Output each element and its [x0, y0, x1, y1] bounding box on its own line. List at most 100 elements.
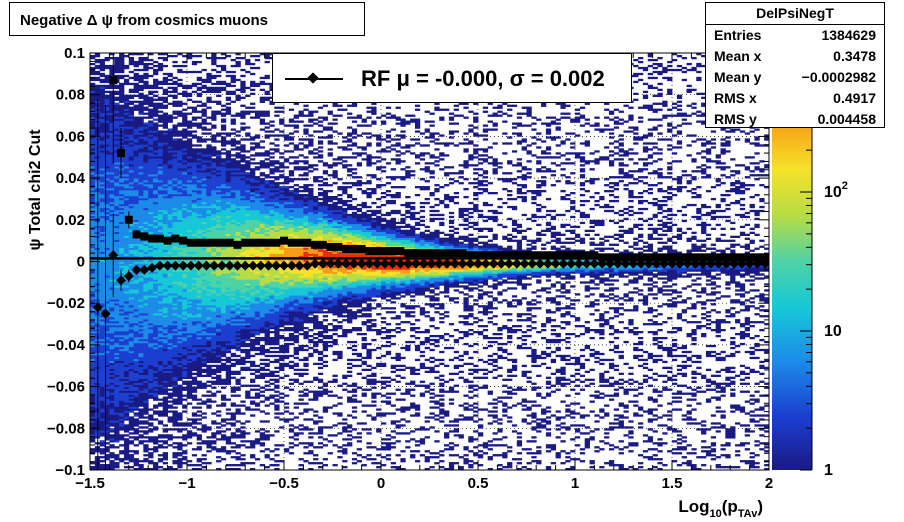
heatmap-cell [109, 299, 115, 302]
heatmap-cell [196, 253, 202, 256]
heatmap-cell [114, 241, 120, 244]
heatmap-cell [220, 438, 227, 441]
heatmap-cell [109, 235, 115, 238]
heatmap-cell [162, 140, 168, 143]
heatmap-cell [90, 245, 96, 248]
heatmap-cell [216, 301, 222, 304]
heatmap-cell [206, 168, 212, 171]
heatmap-cell [172, 225, 178, 229]
heatmap-cell [177, 430, 183, 433]
heatmap-cell [187, 418, 193, 421]
heatmap-cell [114, 130, 120, 133]
heatmap-cell [187, 402, 193, 405]
heatmap-cell [133, 64, 139, 68]
heatmap-cell [104, 172, 110, 175]
heatmap-cell [143, 289, 149, 292]
heatmap-cell [114, 422, 120, 425]
heatmap-cell [128, 408, 135, 411]
heatmap-cell [104, 205, 110, 209]
heatmap-cell [143, 160, 149, 163]
heatmap-cell [167, 392, 173, 395]
heatmap-cell [216, 346, 222, 350]
heatmap-cell [90, 309, 96, 312]
heatmap-cell [201, 307, 207, 310]
heatmap-cell [109, 203, 115, 207]
heatmap-cell [143, 217, 149, 221]
heatmap-cell [109, 440, 115, 443]
heatmap-cell [157, 362, 164, 366]
heatmap-cell [182, 291, 188, 294]
heatmap-cell [99, 346, 105, 350]
heatmap-cell [182, 372, 188, 375]
heatmap-cell [138, 221, 144, 225]
heatmap-cell [133, 297, 139, 300]
heatmap-cell [211, 110, 217, 113]
heatmap-cell [133, 195, 139, 199]
heatmap-cell [172, 358, 178, 362]
heatmap-cell [99, 334, 105, 338]
heatmap-cell [153, 344, 159, 348]
heatmap-cell [128, 106, 135, 109]
heatmap-cell [138, 253, 144, 256]
heatmap-cell [187, 305, 193, 308]
heatmap-cell [104, 338, 110, 342]
heatmap-cell [109, 452, 115, 455]
heatmap-cell [114, 170, 120, 173]
heatmap-cell [167, 277, 173, 280]
heatmap-cell [220, 313, 227, 316]
heatmap-cell [162, 144, 168, 147]
heatmap-cell [211, 227, 217, 231]
heatmap-cell [109, 277, 115, 280]
heatmap-cell [177, 311, 183, 314]
heatmap-cell [220, 271, 227, 274]
heatmap-cell [191, 195, 198, 199]
heatmap-cell [225, 342, 232, 346]
heatmap-cell [148, 315, 154, 318]
heatmap-cell [148, 354, 154, 358]
heatmap-cell [109, 92, 115, 95]
heatmap-cell [109, 110, 115, 113]
heatmap-cell [153, 82, 159, 86]
heatmap-cell [104, 325, 110, 328]
heatmap-cell [196, 332, 202, 336]
heatmap-cell [123, 388, 130, 391]
heatmap-cell [133, 154, 139, 157]
heatmap-cell [153, 301, 159, 304]
heatmap-cell [123, 130, 130, 133]
heatmap-cell [157, 168, 164, 171]
heatmap-cell [177, 100, 183, 103]
heatmap-cell [114, 273, 120, 276]
heatmap-cell [162, 136, 168, 139]
heatmap-cell [99, 267, 105, 270]
heatmap-cell [177, 329, 183, 332]
heatmap-cell [191, 162, 198, 165]
heatmap-cell [220, 346, 227, 350]
heatmap-cell [138, 80, 144, 84]
heatmap-cell [220, 332, 227, 336]
heatmap-cell [153, 368, 159, 372]
heatmap-cell [187, 360, 193, 364]
heatmap-cell [123, 195, 130, 199]
heatmap-cell [216, 364, 222, 368]
heatmap-cell [153, 138, 159, 141]
heatmap-cell [182, 283, 188, 286]
heatmap-cell [191, 82, 198, 86]
heatmap-cell [114, 148, 120, 151]
heatmap-cell [206, 440, 212, 443]
heatmap-cell [201, 251, 207, 254]
heatmap-cell [114, 116, 120, 119]
heatmap-cell [123, 106, 130, 109]
heatmap-cell [162, 382, 168, 385]
heatmap-cell [138, 213, 144, 217]
heatmap-cell [138, 384, 144, 387]
heatmap-cell [153, 148, 159, 151]
heatmap-cell [172, 142, 178, 145]
heatmap-cell [123, 404, 130, 407]
heatmap-cell [182, 178, 188, 181]
heatmap-cell [123, 442, 130, 445]
heatmap-cell [177, 394, 183, 397]
heatmap-cell [211, 412, 217, 415]
heatmap-cell [123, 329, 130, 332]
heatmap-cell [138, 227, 144, 231]
heatmap-cell [138, 374, 144, 377]
